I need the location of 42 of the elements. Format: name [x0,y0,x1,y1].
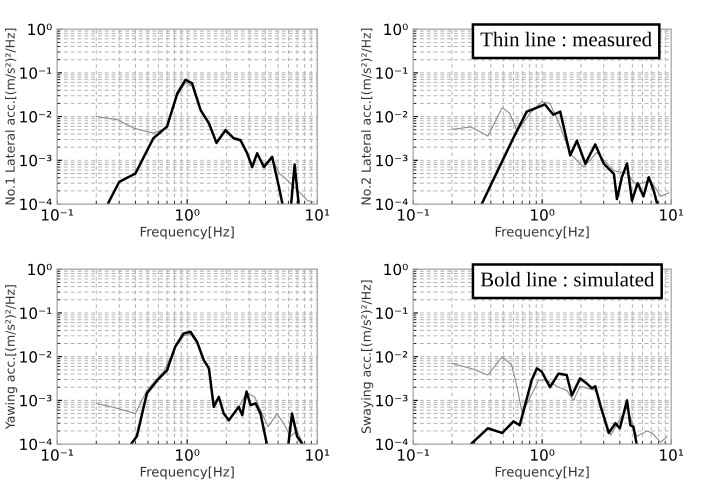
y-tick-label: 10⁰ [28,264,52,276]
x-tick-label: 10⁰ [531,449,554,461]
y-tick-label: 10⁰ [384,24,408,36]
x-tick-label: 10⁰ [531,209,554,221]
y-axis-title: Swaying acc.[(m/s²)²/Hz] [361,280,374,434]
y-tick-label: 10⁻⁴ [376,198,408,210]
x-tick-label: 10⁻¹ [42,209,74,221]
y-tick-label: 10⁻¹ [20,67,52,79]
x-axis-title: Frequency[Hz] [140,226,234,240]
y-tick-label: 10⁻³ [376,394,408,406]
annotation: Thin line : measured [480,32,652,47]
y-tick-label: 10⁻³ [20,394,52,406]
x-tick-label: 10¹ [660,449,684,461]
y-tick-label: 10⁻⁴ [376,438,408,450]
y-tick-label: 10⁻¹ [376,307,408,319]
x-axis-title: Frequency[Hz] [496,226,589,240]
y-tick-label: 10⁻³ [20,154,52,166]
y-tick-label: 10⁻¹ [20,307,52,319]
x-tick-label: 10⁰ [176,449,200,461]
x-tick-label: 10¹ [306,209,330,221]
x-tick-label: 10⁰ [176,209,200,221]
x-tick-label: 10¹ [306,449,330,461]
y-tick-label: 10⁻² [20,351,52,363]
y-tick-label: 10⁻¹ [376,67,408,79]
y-tick-label: 10⁻² [20,111,52,123]
y-tick-label: 10⁰ [384,264,408,276]
y-tick-label: 10⁻² [376,111,408,123]
y-tick-label: 10⁻² [376,351,408,363]
annotation: Bold line : simulated [480,272,654,287]
y-tick-label: 10⁻³ [376,154,408,166]
x-tick-label: 10¹ [660,209,684,221]
y-axis-title: No.1 Lateral acc.[(m/s²)²/Hz] [5,28,16,204]
y-axis-title: Yawing acc.[(m/s²)²/Hz] [5,285,18,430]
x-tick-label: 10⁻¹ [42,449,74,461]
x-tick-label: 10⁻¹ [398,209,430,221]
y-tick-label: 10⁻⁴ [20,198,52,210]
x-axis-title: Frequency[Hz] [140,466,234,480]
x-axis-title: Frequency[Hz] [496,466,589,480]
y-tick-label: 10⁰ [28,24,52,36]
x-tick-label: 10⁻¹ [398,449,430,461]
y-axis-title: No.2 Lateral acc.[(m/s²)²/Hz] [361,28,372,204]
y-tick-label: 10⁻⁴ [20,438,52,450]
